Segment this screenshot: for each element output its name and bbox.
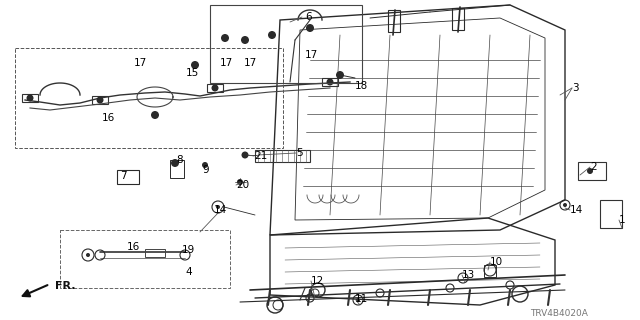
Text: 3: 3 (572, 83, 579, 93)
Text: 18: 18 (355, 81, 368, 91)
Text: 1: 1 (619, 215, 626, 225)
Bar (388, 10, 400, 32)
Circle shape (587, 168, 593, 174)
Text: 19: 19 (182, 245, 195, 255)
Text: 10: 10 (490, 257, 503, 267)
Circle shape (306, 24, 314, 32)
Bar (255, 150, 310, 162)
Text: 13: 13 (462, 270, 476, 280)
Bar (210, 5, 362, 83)
Text: 4: 4 (185, 267, 191, 277)
Text: 2: 2 (590, 162, 596, 172)
Text: 20: 20 (236, 180, 249, 190)
Circle shape (191, 61, 199, 69)
Circle shape (336, 71, 344, 79)
Text: 17: 17 (305, 50, 318, 60)
Text: 12: 12 (311, 276, 324, 286)
Bar (60, 230, 230, 288)
Text: FR.: FR. (55, 281, 76, 291)
Bar (207, 84, 223, 92)
Circle shape (237, 179, 243, 185)
Circle shape (326, 78, 333, 85)
Circle shape (241, 36, 249, 44)
Text: 16: 16 (102, 113, 115, 123)
Circle shape (151, 111, 159, 119)
Text: 6: 6 (305, 12, 312, 22)
Text: 8: 8 (176, 155, 182, 165)
Bar (22, 94, 38, 102)
Circle shape (356, 298, 360, 302)
Circle shape (211, 84, 218, 92)
Text: 17: 17 (134, 58, 147, 68)
Bar (117, 170, 139, 184)
Text: 5: 5 (296, 148, 303, 158)
Circle shape (202, 162, 208, 168)
Text: 17: 17 (244, 58, 257, 68)
Text: 16: 16 (127, 242, 140, 252)
Text: 11: 11 (355, 294, 368, 304)
Text: TRV4B4020A: TRV4B4020A (530, 309, 588, 318)
Text: 21: 21 (254, 151, 268, 161)
Bar (600, 200, 622, 228)
Circle shape (26, 94, 33, 101)
Bar (170, 160, 184, 178)
Circle shape (97, 97, 104, 103)
Bar (92, 96, 108, 104)
Text: 15: 15 (186, 68, 199, 78)
Bar (322, 78, 338, 86)
Circle shape (268, 31, 276, 39)
Circle shape (563, 203, 567, 207)
Circle shape (216, 205, 220, 209)
Bar (484, 265, 496, 277)
Bar (452, 8, 464, 30)
Text: 9: 9 (202, 165, 209, 175)
Circle shape (241, 151, 248, 158)
Bar (15, 48, 283, 148)
Text: 7: 7 (120, 171, 127, 181)
Circle shape (221, 34, 229, 42)
Bar (578, 162, 606, 180)
Text: 14: 14 (214, 205, 227, 215)
Bar (145, 249, 165, 257)
Text: 14: 14 (570, 205, 583, 215)
Text: 17: 17 (220, 58, 233, 68)
Circle shape (171, 159, 179, 167)
Circle shape (86, 253, 90, 257)
